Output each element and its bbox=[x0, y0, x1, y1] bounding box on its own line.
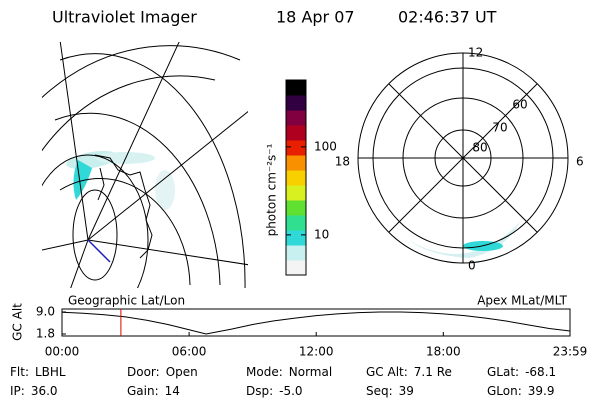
mlat-label: 70 bbox=[492, 121, 507, 135]
colorbar-cell bbox=[286, 200, 306, 216]
info-value: Open bbox=[166, 365, 198, 379]
info-field: Seq: 39 bbox=[366, 384, 414, 398]
colorbar-cell bbox=[286, 125, 306, 141]
info-label: Dsp: bbox=[246, 384, 273, 398]
y-tick-label: 9.0 bbox=[36, 305, 55, 319]
info-label: GLon: bbox=[487, 384, 522, 398]
geographic-map bbox=[42, 42, 248, 288]
mlt-label: 0 bbox=[468, 259, 476, 273]
altitude-plot: 9.0 1.8 00:00 06:00 12:00 18:00 23:59 bbox=[36, 305, 587, 359]
info-label: GLat: bbox=[487, 365, 519, 379]
x-tick-label: 06:00 bbox=[172, 345, 207, 359]
colorbar-cell bbox=[286, 110, 306, 126]
info-field: GLon: 39.9 bbox=[487, 384, 554, 398]
date: 18 Apr 07 bbox=[276, 8, 355, 27]
info-field: Door: Open bbox=[127, 365, 198, 379]
info-value: -5.0 bbox=[279, 384, 302, 398]
colorbar-cell bbox=[286, 155, 306, 171]
colorbar-label: photon cm⁻²s⁻¹ bbox=[265, 143, 279, 236]
map-label: Geographic Lat/Lon bbox=[68, 294, 185, 308]
x-tick-label: 23:59 bbox=[553, 345, 588, 359]
info-value: 39.9 bbox=[528, 384, 555, 398]
colorbar-tick-label: 100 bbox=[314, 139, 337, 153]
mlt-label: 6 bbox=[576, 155, 584, 169]
info-value: LBHL bbox=[35, 365, 66, 379]
x-tick-label: 00:00 bbox=[45, 345, 80, 359]
colorbar-cell bbox=[286, 80, 306, 96]
info-value: 7.1 Re bbox=[414, 365, 452, 379]
info-field: Flt: LBHL bbox=[10, 365, 66, 379]
info-label: Door: bbox=[127, 365, 160, 379]
colorbar-cell bbox=[286, 260, 306, 276]
x-tick-label: 18:00 bbox=[426, 345, 461, 359]
mlt-label: 12 bbox=[468, 46, 483, 60]
info-field: GC Alt: 7.1 Re bbox=[366, 365, 452, 379]
mlat-label: 80 bbox=[472, 141, 487, 155]
colorbar-cell bbox=[286, 185, 306, 201]
colorbar: 10 100 bbox=[285, 79, 337, 276]
colorbar-cell bbox=[286, 140, 306, 156]
info-label: Seq: bbox=[366, 384, 393, 398]
plot-frame bbox=[61, 308, 571, 337]
info-label: GC Alt: bbox=[366, 365, 408, 379]
colorbar-tick-label: 10 bbox=[314, 227, 329, 241]
colorbar-cell bbox=[286, 95, 306, 111]
info-field: GLat: -68.1 bbox=[487, 365, 556, 379]
info-label: Mode: bbox=[246, 365, 283, 379]
info-label: Flt: bbox=[10, 365, 29, 379]
info-label: IP: bbox=[10, 384, 25, 398]
title: Ultraviolet Imager bbox=[52, 8, 197, 27]
info-value: 36.0 bbox=[31, 384, 58, 398]
time: 02:46:37 UT bbox=[398, 8, 497, 27]
info-value: 39 bbox=[399, 384, 414, 398]
info-field: Mode: Normal bbox=[246, 365, 332, 379]
altitude-line bbox=[61, 311, 571, 335]
info-field: Dsp: -5.0 bbox=[246, 384, 303, 398]
colorbar-cell bbox=[286, 215, 306, 231]
info-panel: Flt: LBHL Door: Open Mode: Normal GC Alt: 7.1 R… bbox=[10, 365, 556, 398]
polar-plot bbox=[357, 52, 569, 264]
info-field: IP: 36.0 bbox=[10, 384, 58, 398]
colorbar-frame bbox=[285, 79, 307, 276]
mlat-label: 60 bbox=[512, 98, 527, 112]
mlt-label: 18 bbox=[335, 155, 350, 169]
info-value: -68.1 bbox=[525, 365, 556, 379]
polar-label: Apex MLat/MLT bbox=[477, 294, 567, 308]
colorbar-cell bbox=[286, 230, 306, 246]
colorbar-cell bbox=[286, 170, 306, 186]
info-value: Normal bbox=[289, 365, 332, 379]
info-field: Gain: 14 bbox=[127, 384, 180, 398]
info-label: Gain: bbox=[127, 384, 159, 398]
y-axis-label: GC Alt bbox=[11, 303, 25, 341]
info-value: 14 bbox=[165, 384, 180, 398]
x-tick-label: 12:00 bbox=[299, 345, 334, 359]
y-tick-label: 1.8 bbox=[36, 327, 55, 341]
colorbar-cell bbox=[286, 245, 306, 261]
